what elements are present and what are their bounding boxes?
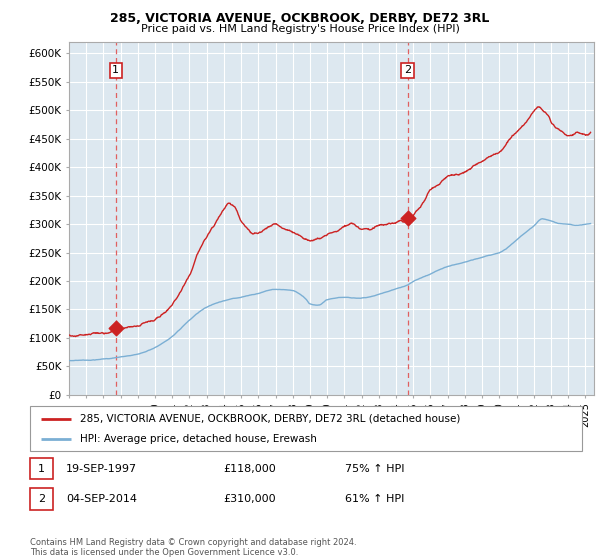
Text: £118,000: £118,000: [223, 464, 276, 474]
Text: Contains HM Land Registry data © Crown copyright and database right 2024.
This d: Contains HM Land Registry data © Crown c…: [30, 538, 356, 557]
Text: 2: 2: [38, 494, 45, 504]
Text: 75% ↑ HPI: 75% ↑ HPI: [344, 464, 404, 474]
Text: 61% ↑ HPI: 61% ↑ HPI: [344, 494, 404, 504]
Text: 285, VICTORIA AVENUE, OCKBROOK, DERBY, DE72 3RL: 285, VICTORIA AVENUE, OCKBROOK, DERBY, D…: [110, 12, 490, 25]
Text: 1: 1: [38, 464, 45, 474]
Text: £310,000: £310,000: [223, 494, 276, 504]
Text: 19-SEP-1997: 19-SEP-1997: [66, 464, 137, 474]
Text: 1: 1: [112, 66, 119, 76]
FancyBboxPatch shape: [30, 406, 582, 451]
Text: 2: 2: [404, 66, 411, 76]
Text: Price paid vs. HM Land Registry's House Price Index (HPI): Price paid vs. HM Land Registry's House …: [140, 24, 460, 34]
Text: 285, VICTORIA AVENUE, OCKBROOK, DERBY, DE72 3RL (detached house): 285, VICTORIA AVENUE, OCKBROOK, DERBY, D…: [80, 413, 460, 423]
Text: 04-SEP-2014: 04-SEP-2014: [66, 494, 137, 504]
FancyBboxPatch shape: [30, 458, 53, 479]
Point: [403, 214, 412, 223]
Point: [111, 323, 121, 332]
FancyBboxPatch shape: [30, 488, 53, 510]
Text: HPI: Average price, detached house, Erewash: HPI: Average price, detached house, Erew…: [80, 434, 317, 444]
